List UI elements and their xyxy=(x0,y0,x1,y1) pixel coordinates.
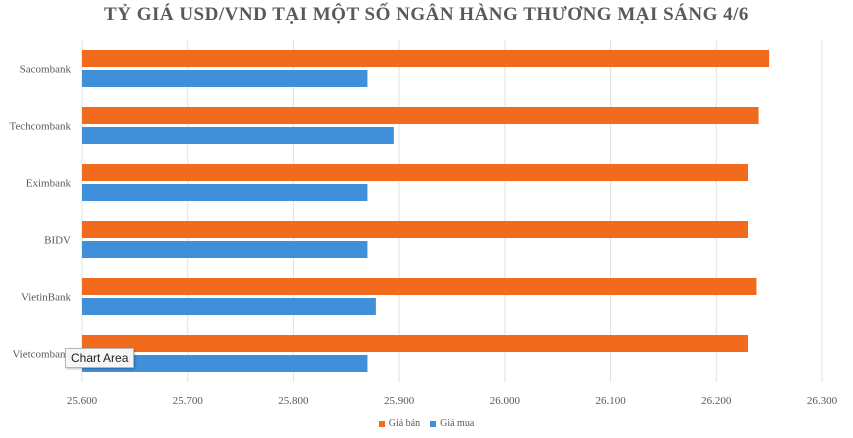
x-tick-label: 26.000 xyxy=(490,395,521,407)
gridlines xyxy=(81,40,823,382)
category-label: VietinBank xyxy=(21,292,72,304)
x-tick-label: 25.800 xyxy=(278,395,309,407)
x-tick-label: 25.600 xyxy=(67,395,98,407)
x-tick-label: 26.100 xyxy=(595,395,626,407)
category-label: Vietcombank xyxy=(12,349,71,361)
bar-buy-techcombank xyxy=(82,127,394,144)
bar-buy-bidv xyxy=(82,241,368,258)
x-tick-label: 26.300 xyxy=(807,395,838,407)
bar-sell-vietcombank xyxy=(82,335,748,352)
legend-label-sell: Giá bán xyxy=(388,418,421,429)
legend: Giá bán Giá mua xyxy=(0,418,853,429)
category-label: Eximbank xyxy=(26,178,72,190)
x-tick-labels: 25.600 25.700 25.800 25.900 26.000 26.100 26.2… xyxy=(67,395,838,407)
category-label: Sacombank xyxy=(20,64,72,76)
chart-area-tooltip: Chart Area xyxy=(65,348,135,368)
legend-item-buy: Giá mua xyxy=(430,418,474,429)
bar-sell-techcombank xyxy=(82,107,759,124)
bar-buy-eximbank xyxy=(82,184,368,201)
x-tick-label: 25.700 xyxy=(173,395,204,407)
category-labels: Sacombank Techcombank Eximbank BIDV VietinBa… xyxy=(9,64,71,361)
bar-sell-sacombank xyxy=(82,50,770,67)
bar-buy-vietinbank xyxy=(82,298,376,315)
category-label: BIDV xyxy=(44,235,71,247)
bar-sell-bidv xyxy=(82,221,748,238)
x-tick-label: 26.200 xyxy=(701,395,732,407)
chart-title: TỶ GIÁ USD/VND TẠI MỘT SỐ NGÂN HÀNG THƯƠ… xyxy=(104,4,749,25)
bar-sell-eximbank xyxy=(82,164,748,181)
bars xyxy=(82,50,770,372)
legend-label-buy: Giá mua xyxy=(440,418,475,429)
x-tick-label: 25.900 xyxy=(384,395,415,407)
bar-buy-vietcombank xyxy=(82,355,368,372)
bar-sell-vietinbank xyxy=(82,278,757,295)
bar-buy-sacombank xyxy=(82,70,368,87)
legend-item-sell: Giá bán xyxy=(378,418,421,429)
legend-swatch-buy xyxy=(430,420,437,427)
category-label: Techcombank xyxy=(9,121,71,133)
legend-swatch-sell xyxy=(378,420,385,427)
